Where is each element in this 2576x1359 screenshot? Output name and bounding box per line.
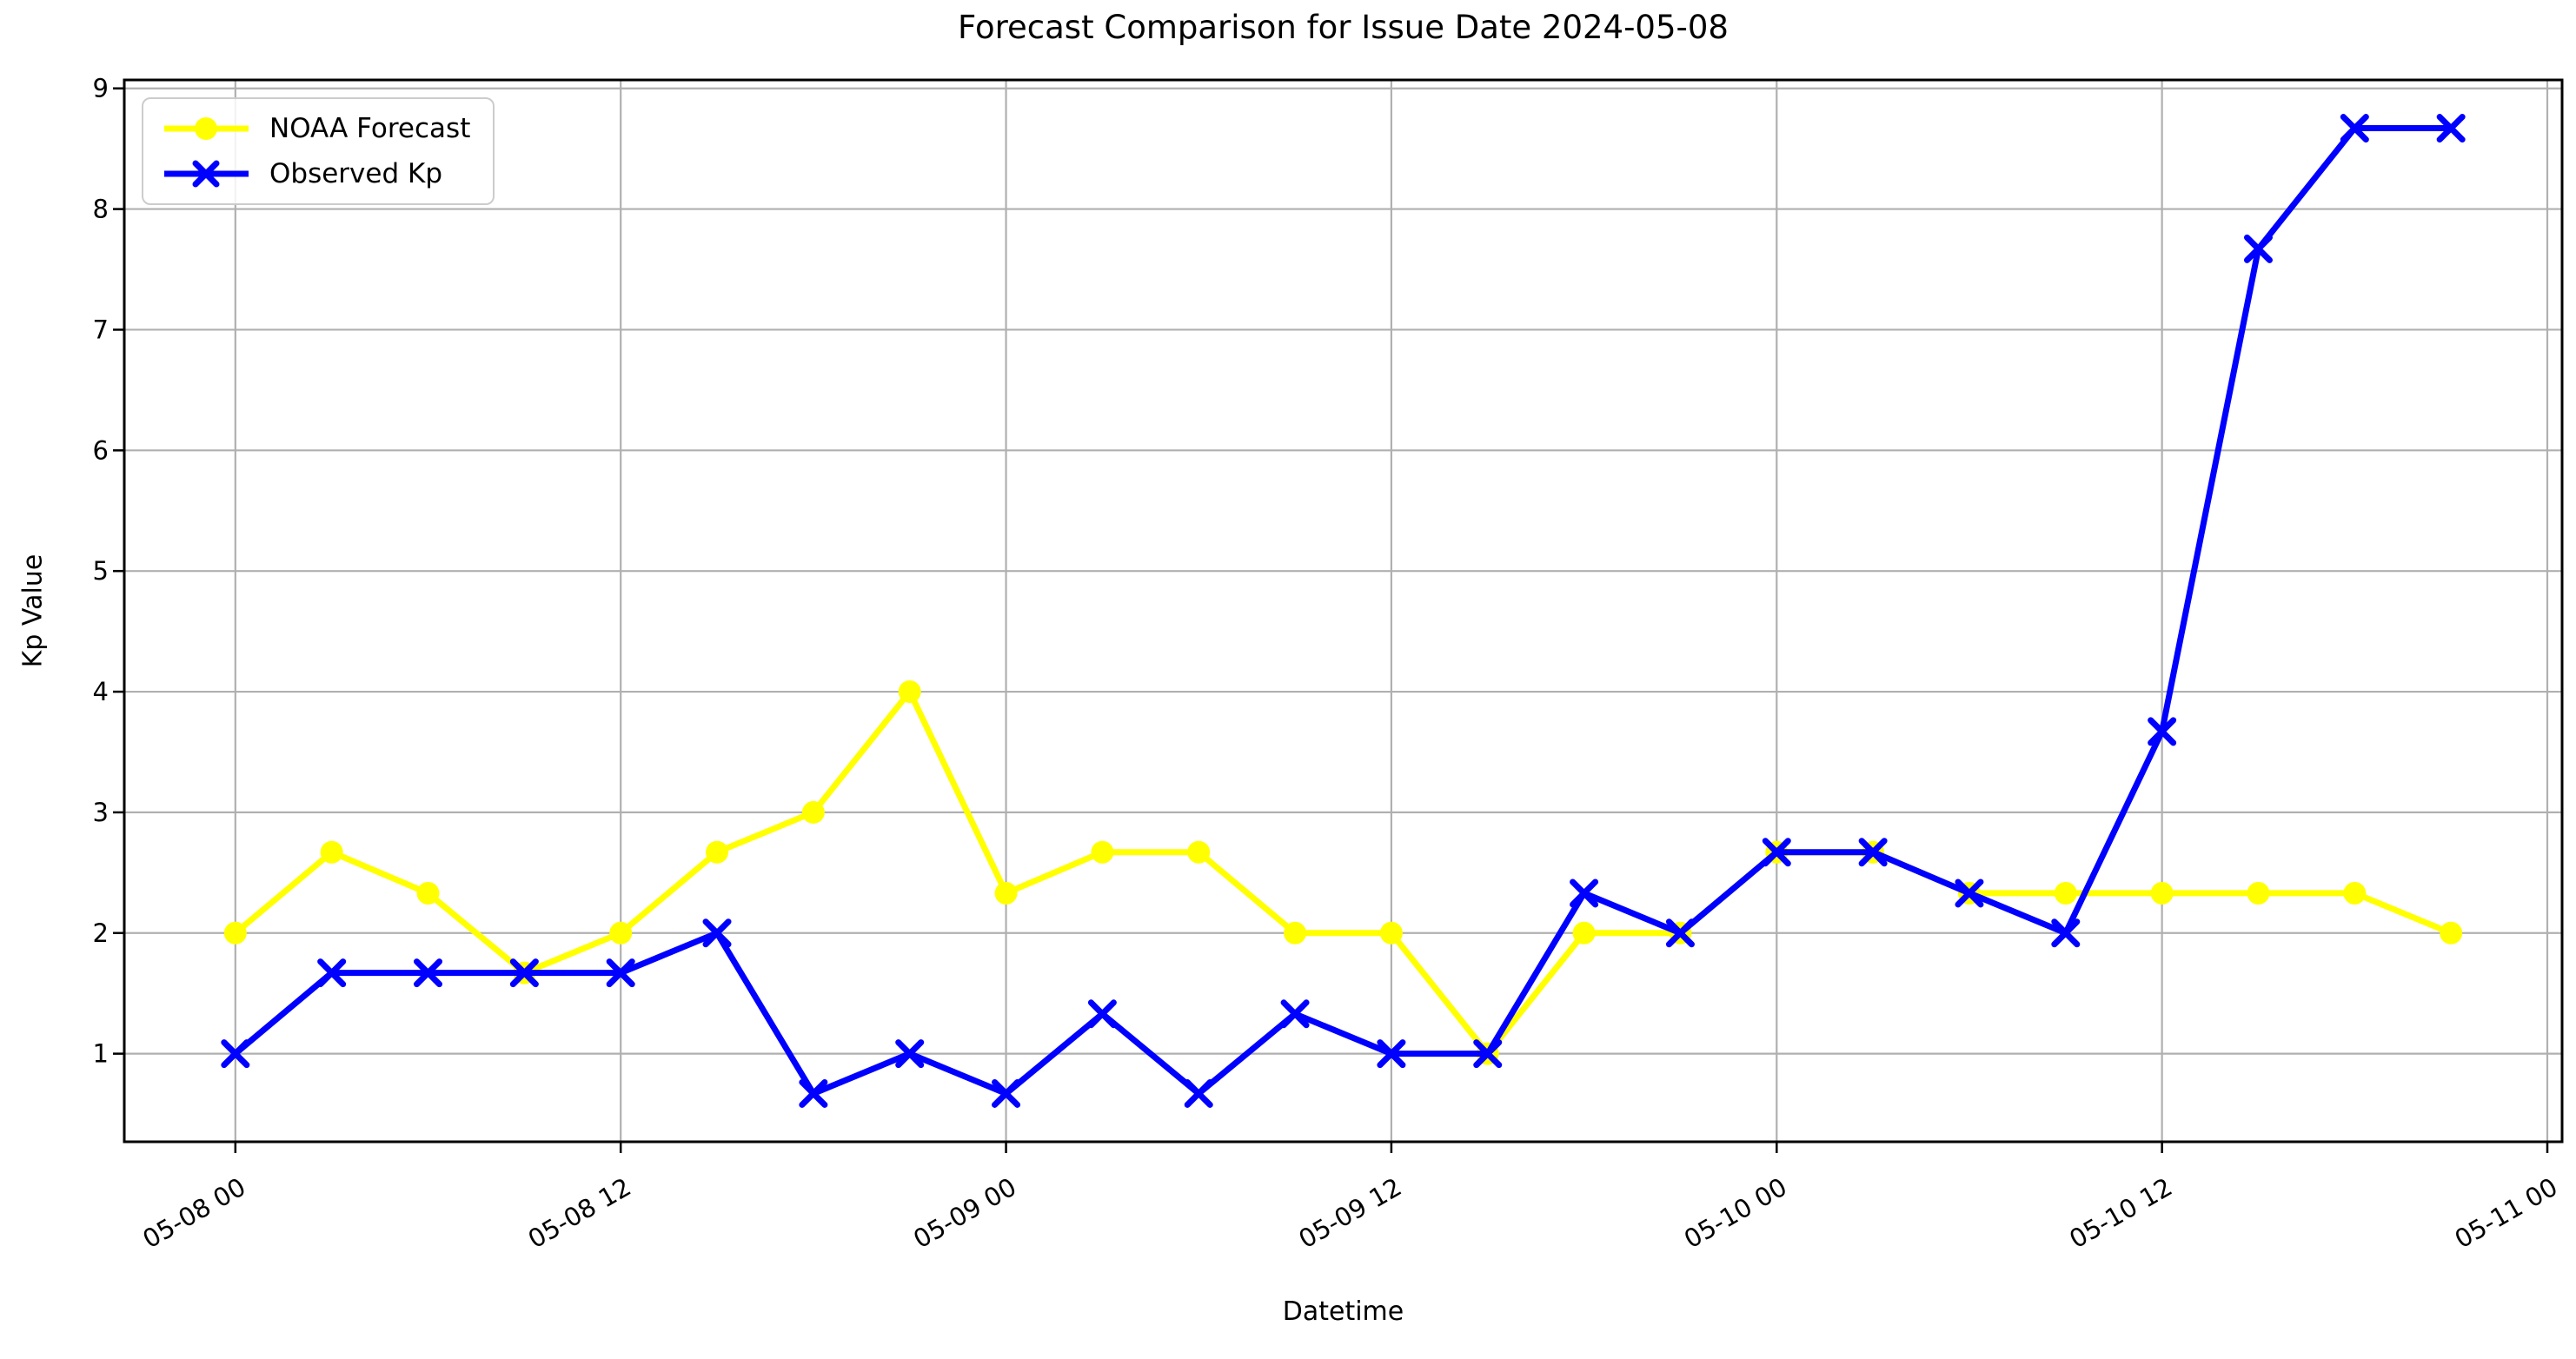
data-point-marker <box>320 840 343 864</box>
data-point-marker <box>1570 878 1599 908</box>
data-point-marker <box>1665 918 1695 948</box>
y-axis-label: Kp Value <box>17 554 49 668</box>
data-point-marker <box>2340 114 2369 143</box>
legend-label-observed-kp: Observed Kp <box>269 158 443 189</box>
data-point-marker <box>509 958 539 988</box>
data-point-marker <box>706 840 729 864</box>
data-point-marker <box>895 1039 925 1069</box>
data-point-marker <box>1184 1078 1213 1108</box>
legend-label-noaa-forecast: NOAA Forecast <box>269 113 471 144</box>
legend-item-observed-kp: Observed Kp <box>161 158 470 189</box>
data-point-marker <box>1280 999 1310 1029</box>
y-tick-label: 6 <box>93 435 109 465</box>
data-point-marker <box>1284 921 1307 945</box>
data-point-marker <box>1572 921 1596 945</box>
data-point-marker <box>2150 881 2174 905</box>
data-point-marker <box>223 921 247 945</box>
series-line <box>232 688 2454 1057</box>
data-point-marker <box>1473 1039 1503 1069</box>
x-tick-label: 05-08 00 <box>137 1172 250 1255</box>
x-tick-label: 05-09 12 <box>1293 1172 1406 1255</box>
data-point-marker <box>801 800 825 824</box>
data-point-marker <box>1858 838 1888 867</box>
data-point-marker <box>2440 921 2463 945</box>
series-group <box>221 114 2466 1108</box>
data-point-marker <box>2436 114 2466 143</box>
data-point-marker <box>2051 918 2081 948</box>
x-tick-label: 05-11 00 <box>2450 1172 2563 1255</box>
series-line <box>232 125 2454 1097</box>
legend-swatch-x-marker <box>164 160 249 188</box>
axis-tick-labels: 05-08 00 05-08 12 05-09 00 05-09 12 05-10 00… <box>93 74 2563 1255</box>
data-point-marker <box>1087 999 1117 1029</box>
data-point-marker <box>992 1078 1021 1108</box>
plot-spines <box>123 78 2564 1144</box>
y-tick-label: 3 <box>93 798 109 827</box>
data-point-marker <box>1955 878 1984 908</box>
chart-title: Forecast Comparison for Issue Date 2024-… <box>958 9 1729 46</box>
data-point-marker <box>1187 840 1211 864</box>
series-noaa-forecast <box>223 680 2463 1065</box>
data-point-marker <box>414 958 443 988</box>
y-tick-label: 2 <box>93 918 109 948</box>
series-observed-kp <box>221 114 2466 1108</box>
data-point-marker <box>2243 234 2273 263</box>
y-tick-label: 5 <box>93 556 109 586</box>
data-point-marker <box>606 958 635 988</box>
y-tick-label: 9 <box>93 74 109 103</box>
data-point-marker <box>799 1078 828 1108</box>
y-tick-label: 8 <box>93 195 109 224</box>
y-tick-label: 1 <box>93 1039 109 1069</box>
data-point-marker <box>898 680 921 704</box>
data-point-marker <box>1377 1039 1406 1069</box>
data-point-marker <box>2247 881 2270 905</box>
gridlines <box>124 80 2562 1142</box>
data-point-marker <box>609 921 633 945</box>
x-axis-label: Datetime <box>1282 1296 1404 1327</box>
data-point-marker <box>1762 838 1791 867</box>
data-point-marker <box>994 881 1018 905</box>
data-point-marker <box>416 881 440 905</box>
axis-ticks <box>113 87 2549 1153</box>
data-point-marker <box>2054 881 2077 905</box>
data-point-marker <box>2148 717 2177 746</box>
data-point-marker <box>221 1039 250 1069</box>
data-point-marker <box>1379 921 1403 945</box>
y-tick-label: 7 <box>93 315 109 344</box>
x-tick-label: 05-10 00 <box>1679 1172 1792 1255</box>
x-tick-label: 05-08 12 <box>523 1172 636 1255</box>
data-point-marker <box>702 918 732 948</box>
y-tick-label: 4 <box>93 677 109 706</box>
legend-swatch-circle-marker <box>164 117 249 140</box>
data-point-marker <box>1091 840 1114 864</box>
legend: NOAA Forecast Observed Kp <box>142 97 495 205</box>
data-point-marker <box>2343 881 2367 905</box>
x-tick-label: 05-10 12 <box>2064 1172 2177 1255</box>
data-point-marker <box>317 958 347 988</box>
legend-item-noaa-forecast: NOAA Forecast <box>161 113 470 144</box>
x-tick-label: 05-09 00 <box>908 1172 1021 1255</box>
